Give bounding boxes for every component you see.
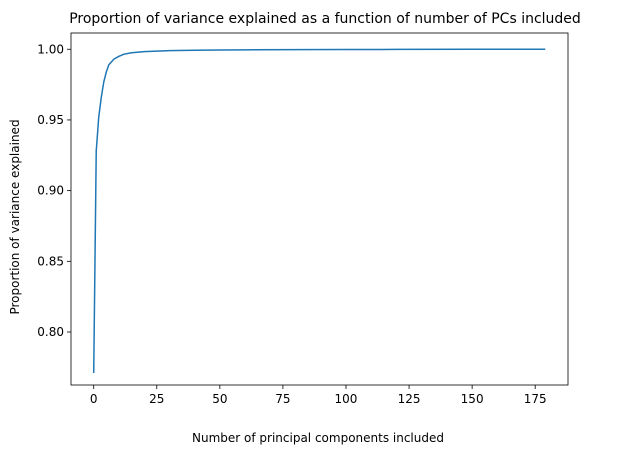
x-axis-ticks: 0 25 50 75 100 125 150 175 [90, 385, 547, 406]
x-tick-label: 125 [398, 392, 421, 406]
axes-frame [70, 32, 569, 386]
x-tick-label: 50 [212, 392, 227, 406]
x-tick-label: 100 [335, 392, 358, 406]
plot-area: 0 25 50 75 100 125 150 175 0.80 0.85 0.90 0.95 1.00 [37, 32, 569, 406]
y-tick-label: 0.80 [37, 325, 64, 339]
y-tick-label: 0.85 [37, 254, 64, 268]
y-axis-ticks: 0.80 0.85 0.90 0.95 1.00 [37, 42, 71, 339]
x-tick-label: 25 [149, 392, 164, 406]
series-layer [92, 48, 546, 373]
y-tick-label: 0.90 [37, 184, 64, 198]
chart-title: Proportion of variance explained as a fu… [69, 11, 581, 27]
x-tick-label: 150 [461, 392, 484, 406]
y-axis-label: Proportion of variance explained [8, 119, 22, 314]
y-tick-label: 0.95 [37, 113, 64, 127]
x-axis-label: Number of principal components included [192, 431, 444, 445]
series-line-cumulative-variance [92, 48, 546, 373]
x-tick-label: 0 [90, 392, 98, 406]
y-tick-label: 1.00 [37, 42, 64, 56]
x-tick-label: 75 [275, 392, 290, 406]
x-tick-label: 175 [524, 392, 547, 406]
